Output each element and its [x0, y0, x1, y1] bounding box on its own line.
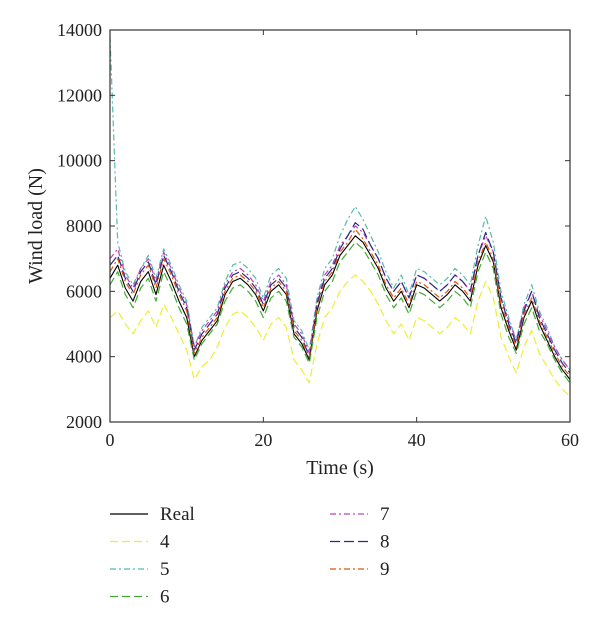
series-line-6 [109, 241, 571, 384]
plot-area [110, 30, 570, 422]
x-tick-label: 20 [254, 430, 272, 450]
y-tick-label: 4000 [66, 347, 102, 367]
series-line-5 [109, 36, 571, 371]
x-axis-label: Time (s) [306, 457, 374, 479]
legend-label-4: 4 [160, 532, 170, 553]
series-line-9 [109, 228, 571, 377]
x-tick-label: 40 [408, 430, 426, 450]
legend-label-7: 7 [380, 504, 390, 525]
x-tick-label: 0 [106, 430, 115, 450]
x-tick-label: 60 [561, 430, 579, 450]
y-tick-label: 2000 [66, 412, 102, 432]
series-line-8 [109, 222, 571, 374]
legend-label-6: 6 [160, 587, 170, 608]
legend: Real 4 5 6 7 8 9 [110, 504, 390, 608]
y-tick-label: 8000 [66, 216, 102, 236]
y-tick-label: 6000 [66, 281, 102, 301]
legend-label-8: 8 [380, 532, 390, 553]
series-layer [109, 36, 571, 397]
y-axis-label: Wind load (N) [25, 168, 47, 284]
legend-label-9: 9 [380, 559, 390, 580]
y-tick-label: 12000 [57, 85, 102, 105]
legend-label-Real: Real [160, 504, 195, 525]
legend-label-5: 5 [160, 559, 170, 580]
y-tick-label: 10000 [57, 151, 102, 171]
series-line-4 [109, 274, 571, 397]
tick-layer: 0 20 40 60 2000 4000 6000 8000 10000 12000 14000 [57, 20, 579, 450]
y-tick-label: 14000 [57, 20, 102, 40]
